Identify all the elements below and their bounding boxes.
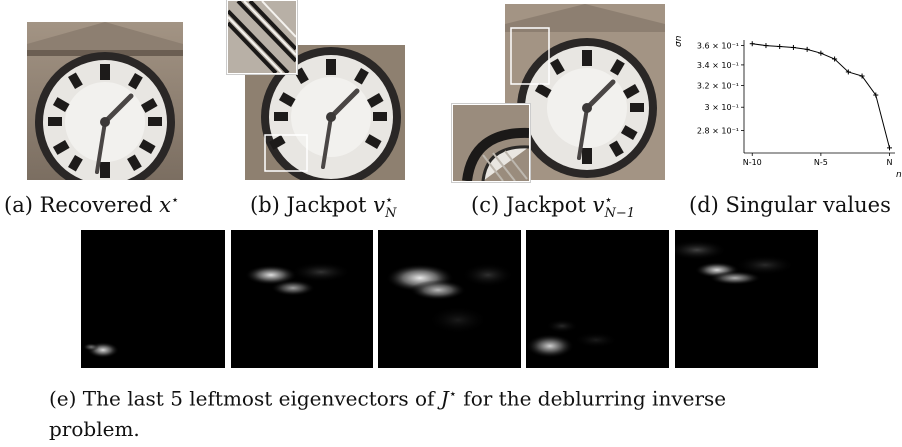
caption-e-suffix: for the deblurring inverse xyxy=(456,386,727,411)
panel-d-singular-values-chart: 3.6 × 10⁻¹ 3.4 × 10⁻¹ 3.2 × 10⁻¹ 3 × 10⁻¹ 2.… xyxy=(672,30,902,182)
panel-c-zoom-inset xyxy=(452,104,530,182)
caption-b: (b) Jackpot v⋆N xyxy=(250,193,397,221)
data-point xyxy=(873,92,879,98)
caption-d-text: (d) Singular values xyxy=(689,193,891,217)
x-tick-label: N xyxy=(887,158,893,167)
caption-e-star: ⋆ xyxy=(448,387,457,402)
data-point xyxy=(777,44,783,50)
data-point xyxy=(887,145,893,151)
data-point xyxy=(804,46,810,52)
x-tick-label: N-5 xyxy=(814,158,828,167)
caption-a-symbol: x xyxy=(159,193,171,217)
eigenvector-image-3 xyxy=(378,230,521,368)
data-point xyxy=(790,44,796,50)
eigenvector-image-2 xyxy=(231,230,373,368)
series-line xyxy=(752,43,890,149)
panel-b-zoom-inset xyxy=(226,0,298,75)
caption-a: (a) Recovered x⋆ xyxy=(4,193,179,217)
caption-d: (d) Singular values xyxy=(689,193,891,217)
caption-a-text: (a) Recovered xyxy=(4,193,160,217)
chart-ticks: 3.6 × 10⁻¹ 3.4 × 10⁻¹ 3.2 × 10⁻¹ 3 × 10⁻¹ 2.… xyxy=(697,42,893,167)
data-point xyxy=(763,43,769,49)
data-point xyxy=(749,41,755,47)
y-tick-label: 3.6 × 10⁻¹ xyxy=(697,42,739,51)
y-axis-label: σn xyxy=(674,35,684,47)
caption-e-text: (e) The last 5 leftmost eigenvectors of xyxy=(49,386,441,411)
caption-e-symbol: J xyxy=(440,386,449,411)
caption-c: (c) Jackpot v⋆N−1 xyxy=(471,193,635,221)
caption-e-line2: problem. xyxy=(49,416,140,441)
x-tick-label: N-10 xyxy=(743,158,762,167)
data-point xyxy=(845,69,851,75)
eigenvector-image-5 xyxy=(667,230,818,368)
eigenvector-image-4 xyxy=(526,230,669,368)
y-tick-label: 3.4 × 10⁻¹ xyxy=(697,61,739,70)
panel-a-recovered-image xyxy=(27,22,183,192)
caption-c-text: (c) Jackpot xyxy=(471,193,593,217)
data-point xyxy=(859,73,865,79)
chart-axes xyxy=(743,40,895,154)
panel-b-jackpot-image xyxy=(245,45,405,187)
data-point xyxy=(818,50,824,56)
singular-values-svg: 3.6 × 10⁻¹ 3.4 × 10⁻¹ 3.2 × 10⁻¹ 3 × 10⁻¹ 2.… xyxy=(674,35,902,180)
caption-c-star: ⋆ xyxy=(604,193,613,208)
eigenvector-image-1 xyxy=(81,230,225,368)
y-tick-label: 3 × 10⁻¹ xyxy=(705,103,740,112)
caption-b-subscript: N xyxy=(385,206,397,222)
chart-series xyxy=(749,41,893,151)
caption-b-symbol: v xyxy=(373,193,386,217)
caption-b-star: ⋆ xyxy=(385,193,394,208)
caption-c-subscript: N−1 xyxy=(604,206,636,222)
caption-a-star: ⋆ xyxy=(170,193,180,208)
caption-e: (e) The last 5 leftmost eigenvectors of … xyxy=(49,380,849,444)
panel-c-jackpot-image xyxy=(505,4,665,180)
caption-c-symbol: v xyxy=(592,193,605,217)
y-tick-label: 2.8 × 10⁻¹ xyxy=(697,127,739,136)
caption-b-text: (b) Jackpot xyxy=(250,193,374,217)
y-tick-label: 3.2 × 10⁻¹ xyxy=(697,81,739,90)
data-point xyxy=(832,56,838,62)
x-axis-label: n xyxy=(896,170,902,180)
